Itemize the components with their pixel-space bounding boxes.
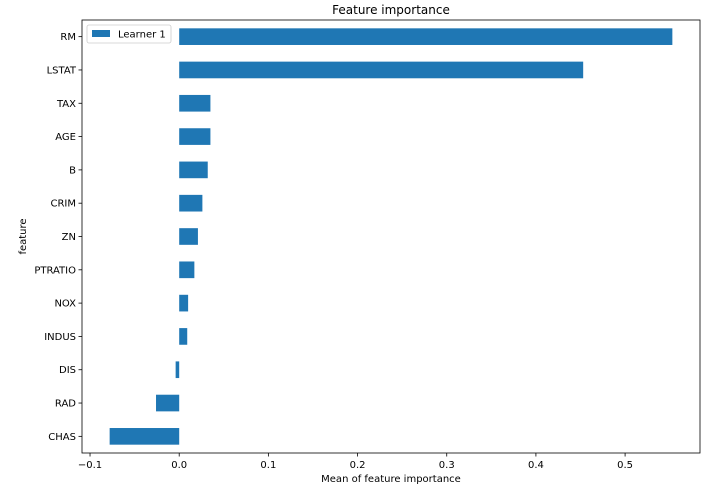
bar-rad: [156, 394, 180, 412]
bar-b: [179, 161, 208, 179]
y-tick-label: AGE: [55, 132, 76, 143]
y-tick-label: PTRATIO: [34, 265, 76, 276]
legend-box: [86, 24, 172, 44]
bar-tax: [179, 94, 211, 112]
y-tick-label: INDUS: [44, 332, 76, 343]
x-tick-label: 0.2: [350, 460, 366, 471]
bar-crim: [179, 194, 203, 212]
bar-rm: [179, 28, 673, 45]
x-tick-label: 0.3: [439, 460, 455, 471]
y-tick-label: LSTAT: [47, 65, 77, 76]
y-axis-ticks: RM LSTAT TAX AGE B CRIM ZN PTRATIO NOX INDUS DIS RA…: [34, 32, 82, 443]
x-axis-ticks: −0.1 0.0 0.1 0.2 0.3 0.4 0.5: [78, 453, 633, 471]
bar-indus: [179, 328, 188, 345]
y-tick-label: NOX: [54, 299, 76, 310]
legend-label: Learner 1: [118, 30, 166, 41]
x-tick-label: 0.5: [617, 460, 633, 471]
bar-zn: [179, 228, 198, 245]
y-tick-label: CHAS: [48, 432, 76, 443]
legend-swatch: [92, 30, 110, 37]
y-tick-label: DIS: [59, 365, 76, 376]
y-tick-label: RM: [60, 32, 76, 43]
bar-chas: [109, 428, 180, 445]
plot-frame: [81, 19, 701, 454]
bars-group: [109, 28, 673, 445]
x-tick-label: −0.1: [78, 460, 102, 471]
y-tick-label: ZN: [62, 232, 76, 243]
y-tick-label: RAD: [55, 399, 76, 410]
chart-title: Feature importance: [332, 3, 450, 17]
bar-lstat: [179, 61, 584, 79]
legend: Learner 1: [86, 24, 172, 44]
bar-dis: [175, 361, 180, 379]
y-tick-label: CRIM: [50, 199, 76, 210]
x-tick-label: 0.4: [528, 460, 544, 471]
y-tick-label: TAX: [56, 99, 76, 110]
y-axis-label: feature: [18, 218, 29, 254]
y-tick-label: B: [69, 165, 76, 176]
bar-nox: [179, 294, 189, 312]
x-axis-label: Mean of feature importance: [321, 474, 461, 485]
x-tick-label: 0.1: [260, 460, 276, 471]
bar-age: [179, 128, 211, 145]
bar-ptratio: [179, 261, 195, 279]
x-tick-label: 0.0: [171, 460, 187, 471]
